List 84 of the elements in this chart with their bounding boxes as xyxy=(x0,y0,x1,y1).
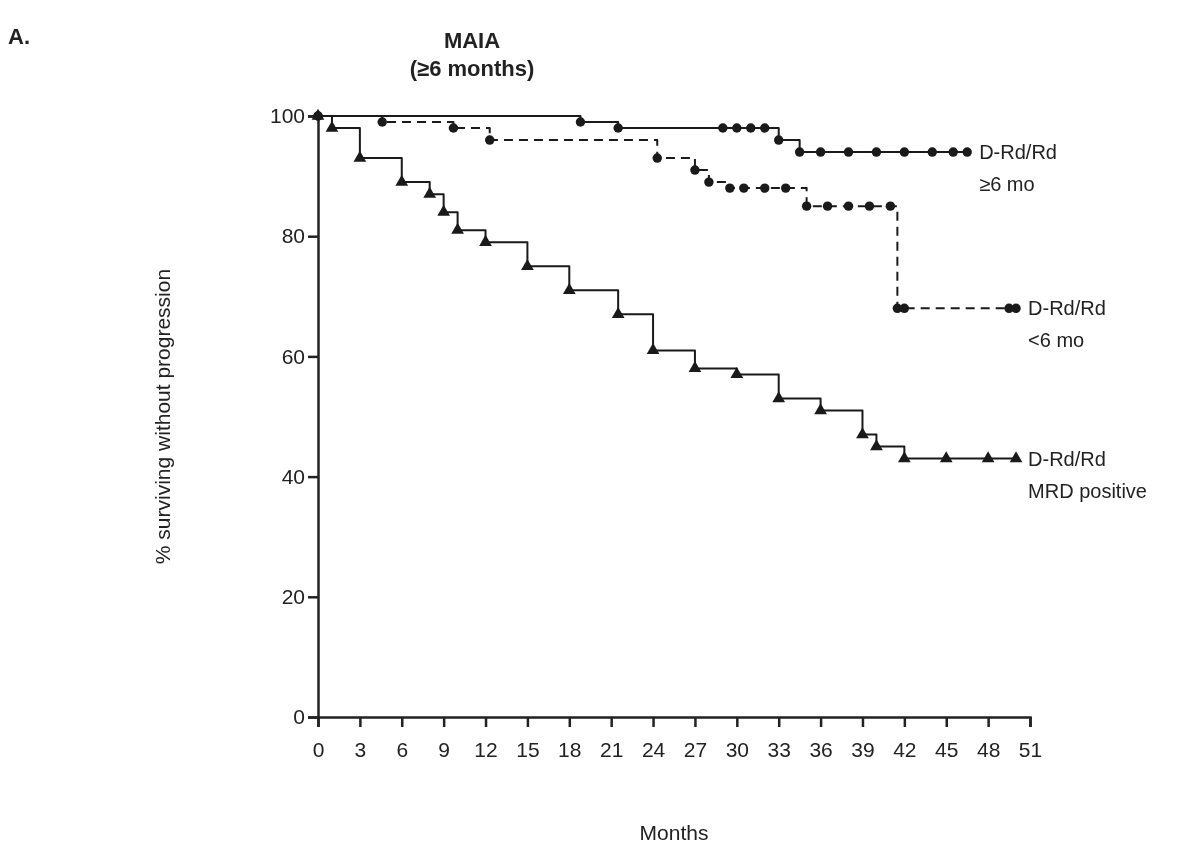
y-tick-label: 100 xyxy=(269,104,305,128)
y-tick-label: 60 xyxy=(281,344,305,368)
point xyxy=(395,174,409,186)
x-tick-label: 0 xyxy=(312,738,325,762)
x-tick-label: 15 xyxy=(516,738,540,762)
point xyxy=(948,147,958,157)
x-tick-label: 9 xyxy=(438,738,450,762)
point xyxy=(325,120,339,132)
point xyxy=(773,135,784,145)
point xyxy=(423,186,437,198)
point xyxy=(822,201,833,211)
series-label: D-Rd/Rd ≥6 mo xyxy=(979,141,1057,196)
point xyxy=(899,147,910,157)
x-tick-label: 3 xyxy=(354,738,367,762)
series-label: D-Rd/Rd MRD positive xyxy=(1028,447,1147,502)
point xyxy=(646,343,660,355)
point xyxy=(899,303,910,314)
point xyxy=(652,153,662,163)
point xyxy=(760,123,770,133)
x-tick-label: 51 xyxy=(1018,738,1043,762)
point xyxy=(864,201,875,211)
point xyxy=(1011,303,1021,314)
point xyxy=(732,123,742,133)
point xyxy=(939,451,953,463)
x-tick-label: 6 xyxy=(396,738,409,762)
point xyxy=(690,165,700,175)
point xyxy=(885,201,896,211)
point xyxy=(437,204,450,216)
point xyxy=(794,147,805,157)
point xyxy=(962,147,972,157)
x-tick-label: 33 xyxy=(767,738,791,762)
point xyxy=(870,439,883,451)
y-tick-label: 80 xyxy=(281,224,305,248)
x-tick-label: 39 xyxy=(851,738,875,762)
point xyxy=(451,222,464,234)
point xyxy=(575,117,586,127)
point xyxy=(725,183,735,193)
point xyxy=(871,147,882,157)
point xyxy=(448,123,459,133)
point xyxy=(688,361,702,373)
x-tick-label: 21 xyxy=(600,738,624,762)
point xyxy=(927,147,937,157)
point xyxy=(843,201,854,211)
point xyxy=(485,135,495,145)
point xyxy=(739,183,749,193)
x-tick-label: 30 xyxy=(725,738,749,762)
text: A. xyxy=(8,24,30,49)
point xyxy=(718,123,728,133)
y-axis-title: % surviving without progression xyxy=(151,268,174,565)
x-tick-label: 45 xyxy=(935,738,959,762)
y-tick-label: 20 xyxy=(281,585,305,609)
point xyxy=(611,306,625,318)
chart-title: MAIA xyxy=(443,28,501,53)
point xyxy=(801,201,812,211)
point xyxy=(613,123,623,133)
y-tick-label: 40 xyxy=(281,464,305,488)
point xyxy=(772,391,786,403)
y-tick-label: 0 xyxy=(293,705,305,729)
point xyxy=(746,123,756,133)
point xyxy=(780,183,791,193)
x-tick-label: 27 xyxy=(683,738,708,762)
point xyxy=(856,427,869,439)
point xyxy=(760,183,770,193)
point xyxy=(981,451,995,463)
point xyxy=(479,234,492,246)
point xyxy=(815,147,826,157)
x-tick-label: 42 xyxy=(893,738,917,762)
x-axis-title: Months xyxy=(639,821,709,844)
series-label: D-Rd/Rd <6 mo xyxy=(1028,297,1106,352)
point xyxy=(814,403,827,415)
point xyxy=(1009,451,1023,463)
x-tick-label: 24 xyxy=(641,738,666,762)
point xyxy=(377,117,387,127)
point xyxy=(562,282,576,294)
x-tick-label: 36 xyxy=(809,738,833,762)
x-tick-label: 18 xyxy=(558,738,582,762)
point xyxy=(843,147,854,157)
x-tick-label: 12 xyxy=(474,738,498,762)
point xyxy=(704,177,714,187)
point xyxy=(353,150,367,162)
point xyxy=(898,451,911,463)
chart-subtitle: (≥6 months) xyxy=(409,56,535,81)
point xyxy=(730,367,744,379)
x-tick-label: 48 xyxy=(976,738,1001,762)
